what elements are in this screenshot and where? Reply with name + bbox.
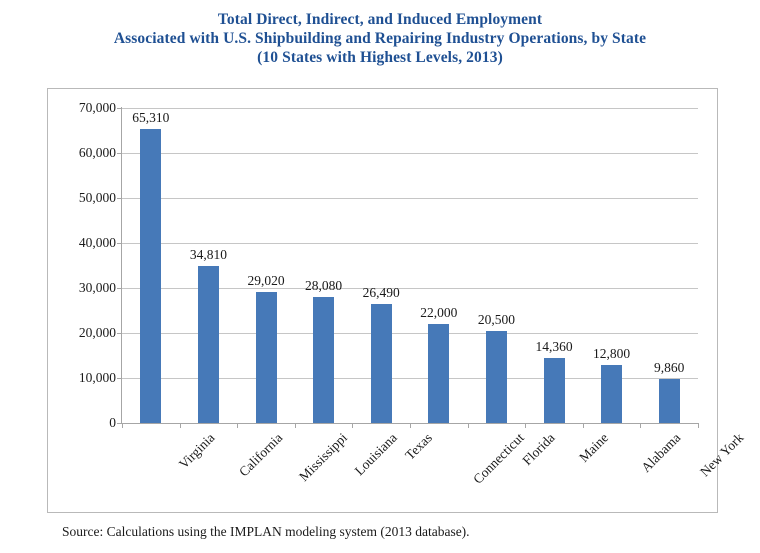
x-axis-tick bbox=[468, 423, 469, 428]
gridline bbox=[122, 153, 698, 154]
y-axis-tick bbox=[117, 243, 122, 244]
x-axis-category-label[interactable]: Alabama bbox=[637, 430, 683, 476]
x-axis-tick bbox=[698, 423, 699, 428]
gridline bbox=[122, 108, 698, 109]
y-axis-label: 60,000 bbox=[78, 145, 116, 160]
x-axis-tick bbox=[525, 423, 526, 428]
bar-value-label: 28,080 bbox=[305, 277, 343, 293]
chart-title-line-3: (10 States with Highest Levels, 2013) bbox=[257, 49, 503, 66]
bar[interactable] bbox=[198, 266, 219, 423]
y-axis-label: 70,000 bbox=[78, 100, 116, 115]
x-axis-category-label[interactable]: New York bbox=[697, 430, 747, 480]
source-note: Source: Calculations using the IMPLAN mo… bbox=[62, 524, 470, 539]
bar-value-label: 26,490 bbox=[362, 284, 400, 300]
plot-area: 0 10,000 20,000 30,000 40,000 50,000 60,000 70,… bbox=[79, 100, 747, 487]
x-axis-category-label[interactable]: California bbox=[236, 430, 286, 480]
gridline bbox=[122, 333, 698, 334]
bar-value-label: 9,860 bbox=[654, 359, 685, 375]
y-axis-label: 50,000 bbox=[78, 190, 116, 205]
gridline bbox=[122, 378, 698, 379]
bar[interactable] bbox=[486, 330, 507, 423]
x-axis-tick bbox=[295, 423, 296, 428]
bar[interactable] bbox=[256, 292, 277, 423]
bar[interactable] bbox=[601, 365, 622, 423]
bar-value-label: 22,000 bbox=[420, 305, 458, 320]
x-axis-tick bbox=[410, 423, 411, 428]
bar-value-label: 12,800 bbox=[593, 346, 631, 362]
y-axis-tick bbox=[117, 108, 122, 109]
bar[interactable] bbox=[544, 358, 565, 423]
x-axis-category-label[interactable]: Mississippi bbox=[296, 430, 351, 485]
chart-title-line-2: Associated with U.S. Shipbuilding and Re… bbox=[113, 30, 647, 47]
x-axis-tick bbox=[640, 423, 641, 428]
y-axis-label: 30,000 bbox=[78, 280, 116, 295]
chart-frame: 0 10,000 20,000 30,000 40,000 50,000 60,000 70,… bbox=[47, 88, 747, 513]
bar[interactable] bbox=[371, 303, 392, 423]
chart-title-line-1: Total Direct, Indirect, and Induced Empl… bbox=[217, 11, 543, 28]
y-axis-tick bbox=[117, 153, 122, 154]
x-axis-category-label[interactable]: Connecticut bbox=[469, 430, 527, 487]
bar-value-label: 29,020 bbox=[247, 273, 285, 289]
gridline bbox=[122, 198, 698, 199]
bar-value-label: 65,310 bbox=[132, 110, 170, 126]
y-axis-label: 10,000 bbox=[78, 370, 116, 385]
y-axis-tick bbox=[117, 198, 122, 199]
y-axis-label: 40,000 bbox=[78, 235, 116, 250]
y-axis-tick bbox=[117, 288, 122, 289]
bar-value-label: 20,500 bbox=[477, 311, 515, 327]
bar-value-label: 34,810 bbox=[189, 247, 227, 263]
x-axis-tick bbox=[237, 423, 238, 428]
x-axis-category-label[interactable]: Texas bbox=[402, 430, 436, 463]
x-axis-category-label[interactable]: Louisiana bbox=[351, 430, 400, 479]
x-axis-category-label[interactable]: Maine bbox=[576, 430, 612, 466]
x-axis-tick bbox=[122, 423, 123, 428]
bar[interactable] bbox=[313, 296, 334, 423]
x-axis-category-label[interactable]: Florida bbox=[519, 430, 558, 469]
x-axis-tick bbox=[180, 423, 181, 428]
x-axis-category-label[interactable]: Virginia bbox=[175, 430, 218, 472]
y-axis-label: 0 bbox=[109, 415, 116, 430]
x-axis-tick bbox=[352, 423, 353, 428]
y-axis-line bbox=[121, 107, 122, 424]
bar[interactable] bbox=[140, 129, 161, 423]
gridline bbox=[122, 243, 698, 244]
bar[interactable] bbox=[659, 378, 680, 423]
y-axis-tick bbox=[117, 333, 122, 334]
gridline bbox=[122, 288, 698, 289]
x-axis-tick bbox=[583, 423, 584, 428]
bar-value-label: 14,360 bbox=[535, 339, 573, 355]
bar[interactable] bbox=[428, 324, 449, 423]
chart-title: Total Direct, Indirect, and Induced Empl… bbox=[0, 10, 760, 67]
y-axis-label: 20,000 bbox=[78, 325, 116, 340]
y-axis-tick bbox=[117, 423, 122, 424]
y-axis-tick bbox=[117, 378, 122, 379]
